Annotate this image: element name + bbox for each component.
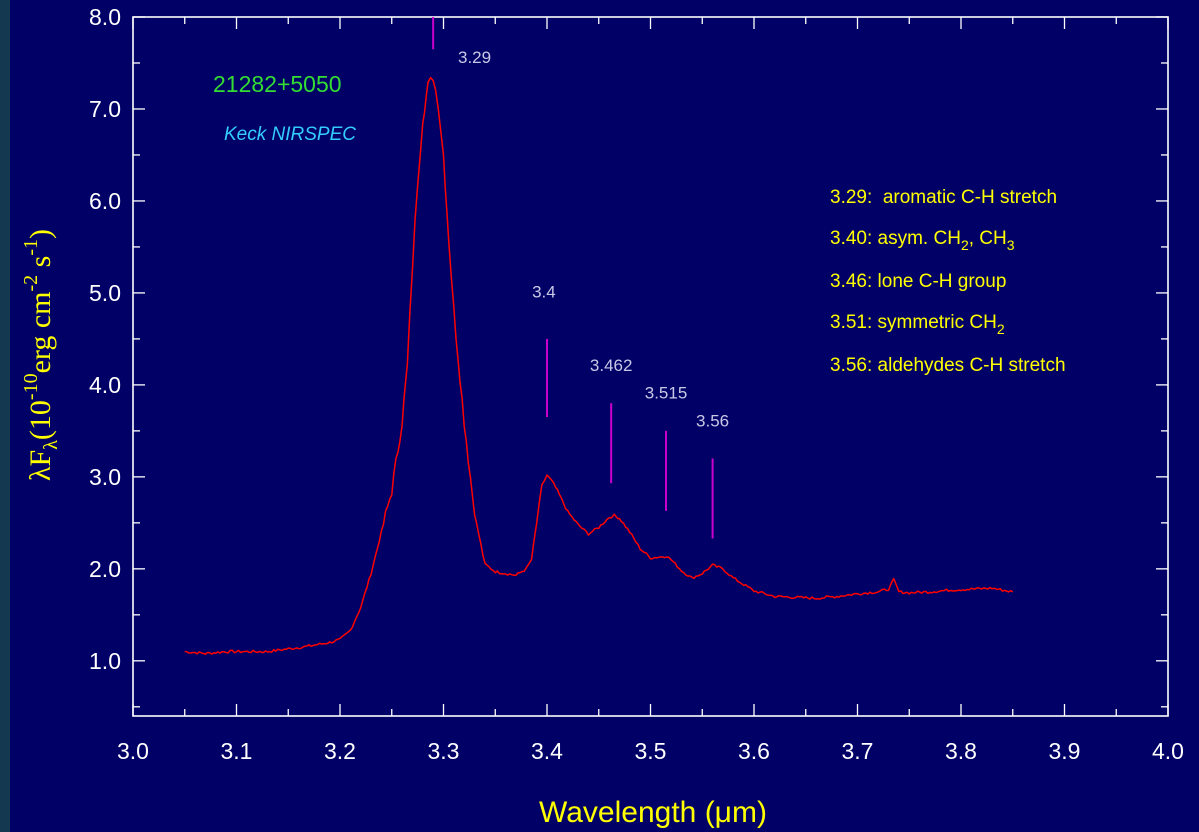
legend-item: 3.46: lone C-H group — [830, 271, 1006, 292]
legend-item: 3.29: aromatic C-H stretch — [830, 187, 1057, 208]
x-axis-title: Wavelength (μm) — [539, 796, 767, 829]
x-tick-label: 3.4 — [531, 738, 563, 764]
x-tick-label: 4.0 — [1152, 738, 1184, 764]
y-tick-label: 5.0 — [89, 280, 121, 306]
y-tick-label: 6.0 — [89, 188, 121, 214]
y-title-subscript: λ — [40, 440, 62, 450]
legend: 3.29: aromatic C-H stretch 3.40: asym. C… — [830, 187, 1066, 376]
y-tick-label: 8.0 — [89, 4, 121, 30]
legend-item: 3.56: aldehydes C-H stretch — [830, 355, 1066, 376]
spectrum-line — [184, 76, 1014, 655]
peak-label: 3.4 — [532, 283, 556, 302]
y-tick-label: 4.0 — [89, 372, 121, 398]
x-tick-label: 3.5 — [635, 738, 667, 764]
object-name: 21282+5050 — [213, 71, 342, 97]
y-title-open: (10 — [24, 400, 57, 440]
y-title-close: ) — [24, 229, 57, 239]
x-tick-label: 3.6 — [738, 738, 770, 764]
legend-item: 3.40: asym. CH2, CH3 — [830, 228, 1015, 253]
peak-label: 3.29 — [458, 48, 491, 67]
y-tick-label: 3.0 — [89, 464, 121, 490]
x-tick-label: 3.8 — [945, 738, 977, 764]
y-title-exp3: -1 — [20, 239, 42, 256]
y-title-lambda-f: λF — [24, 450, 57, 481]
y-tick-label: 7.0 — [89, 96, 121, 122]
y-title-unit1: erg cm — [24, 292, 57, 374]
legend-item: 3.51: symmetric CH2 — [830, 312, 1005, 337]
x-tick-label: 3.3 — [428, 738, 460, 764]
y-tick-label: 2.0 — [89, 556, 121, 582]
instrument-label: Keck NIRSPEC — [224, 124, 356, 145]
y-tick-label: 1.0 — [89, 648, 121, 674]
x-tick-label: 3.2 — [324, 738, 356, 764]
x-tick-label: 3.9 — [1049, 738, 1081, 764]
x-tick-label: 3.7 — [842, 738, 874, 764]
plot-background — [10, 0, 1199, 832]
peak-label: 3.56 — [696, 411, 729, 430]
y-title-exp2: -2 — [20, 275, 42, 292]
peak-label: 3.515 — [645, 384, 688, 403]
y-title-unit2: s — [24, 256, 57, 275]
y-axis-title: λFλ(10-10erg cm-2 s-1) — [20, 229, 62, 481]
peak-label: 3.462 — [590, 356, 633, 375]
y-title-exp1: -10 — [20, 373, 42, 400]
x-tick-label: 3.1 — [221, 738, 253, 764]
x-tick-label: 3.0 — [117, 738, 149, 764]
